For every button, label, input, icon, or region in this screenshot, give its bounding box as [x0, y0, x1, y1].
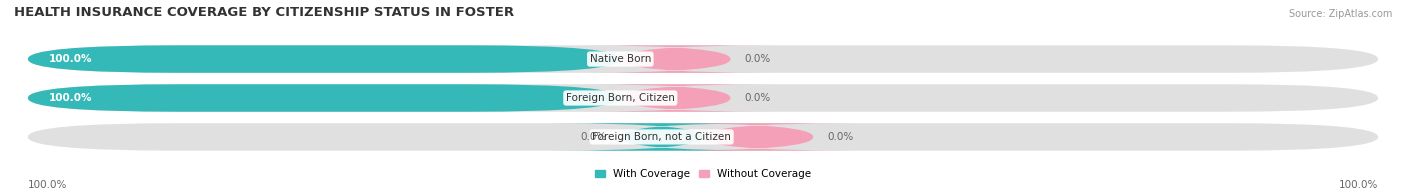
- FancyBboxPatch shape: [662, 123, 853, 151]
- FancyBboxPatch shape: [28, 45, 620, 73]
- FancyBboxPatch shape: [28, 84, 620, 112]
- Text: Source: ZipAtlas.com: Source: ZipAtlas.com: [1288, 9, 1392, 19]
- Text: 100.0%: 100.0%: [48, 93, 91, 103]
- Text: Foreign Born, not a Citizen: Foreign Born, not a Citizen: [592, 132, 731, 142]
- FancyBboxPatch shape: [579, 84, 772, 112]
- Text: 100.0%: 100.0%: [28, 180, 67, 190]
- Text: 0.0%: 0.0%: [744, 54, 770, 64]
- Text: HEALTH INSURANCE COVERAGE BY CITIZENSHIP STATUS IN FOSTER: HEALTH INSURANCE COVERAGE BY CITIZENSHIP…: [14, 6, 515, 19]
- Text: 100.0%: 100.0%: [48, 54, 91, 64]
- Text: Foreign Born, Citizen: Foreign Born, Citizen: [565, 93, 675, 103]
- Legend: With Coverage, Without Coverage: With Coverage, Without Coverage: [591, 165, 815, 183]
- Text: 0.0%: 0.0%: [581, 132, 606, 142]
- FancyBboxPatch shape: [28, 84, 1378, 112]
- FancyBboxPatch shape: [28, 123, 1378, 151]
- Text: 0.0%: 0.0%: [827, 132, 853, 142]
- FancyBboxPatch shape: [553, 123, 772, 151]
- FancyBboxPatch shape: [28, 45, 1378, 73]
- Text: 0.0%: 0.0%: [744, 93, 770, 103]
- Text: Native Born: Native Born: [589, 54, 651, 64]
- FancyBboxPatch shape: [579, 45, 772, 73]
- Text: 100.0%: 100.0%: [1339, 180, 1378, 190]
